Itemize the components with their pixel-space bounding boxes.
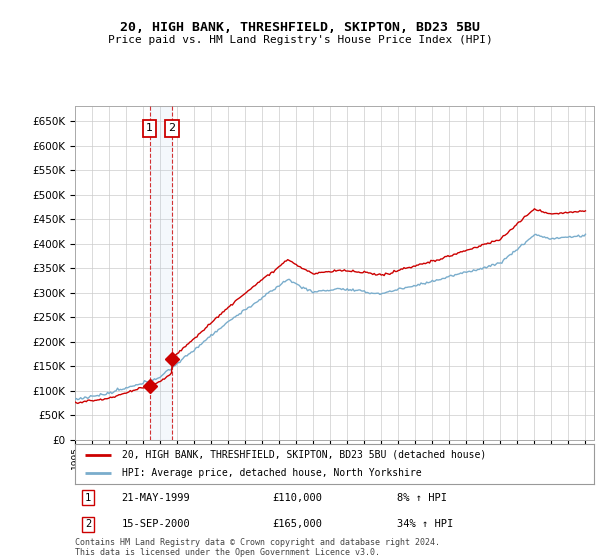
Text: 1: 1 (85, 493, 91, 503)
Text: 21-MAY-1999: 21-MAY-1999 (122, 493, 190, 503)
Text: 2: 2 (85, 519, 91, 529)
Text: 8% ↑ HPI: 8% ↑ HPI (397, 493, 447, 503)
Text: £165,000: £165,000 (272, 519, 322, 529)
Text: 20, HIGH BANK, THRESHFIELD, SKIPTON, BD23 5BU (detached house): 20, HIGH BANK, THRESHFIELD, SKIPTON, BD2… (122, 450, 486, 460)
Text: 34% ↑ HPI: 34% ↑ HPI (397, 519, 453, 529)
Text: Price paid vs. HM Land Registry's House Price Index (HPI): Price paid vs. HM Land Registry's House … (107, 35, 493, 45)
Text: 1: 1 (146, 123, 153, 133)
Text: HPI: Average price, detached house, North Yorkshire: HPI: Average price, detached house, Nort… (122, 468, 421, 478)
Bar (149, 106, 172, 440)
Text: £110,000: £110,000 (272, 493, 322, 503)
Text: Contains HM Land Registry data © Crown copyright and database right 2024.
This d: Contains HM Land Registry data © Crown c… (75, 538, 440, 557)
Text: 2: 2 (169, 123, 176, 133)
Text: 20, HIGH BANK, THRESHFIELD, SKIPTON, BD23 5BU: 20, HIGH BANK, THRESHFIELD, SKIPTON, BD2… (120, 21, 480, 34)
Text: 15-SEP-2000: 15-SEP-2000 (122, 519, 190, 529)
